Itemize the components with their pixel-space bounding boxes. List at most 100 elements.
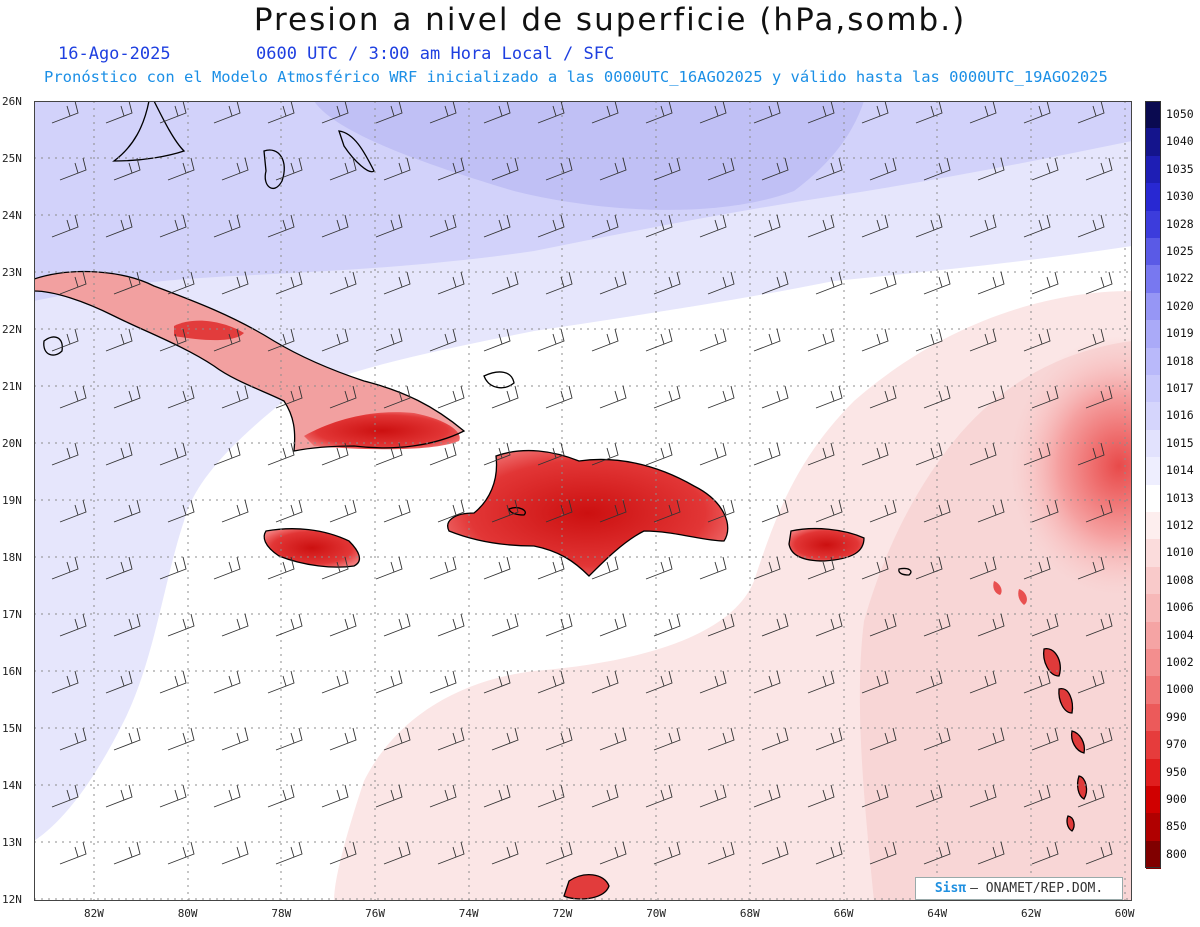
wind-barb bbox=[753, 214, 781, 238]
wind-barb bbox=[545, 499, 573, 523]
wind-barb bbox=[645, 556, 673, 580]
wind-barb bbox=[861, 214, 889, 238]
wind-barb bbox=[915, 670, 943, 694]
lon-label: 72W bbox=[552, 907, 573, 920]
wind-barb bbox=[977, 613, 1005, 637]
wind-barb bbox=[761, 841, 789, 865]
lat-label: 16N bbox=[2, 665, 22, 678]
wind-barb bbox=[491, 613, 519, 637]
wind-barb bbox=[329, 727, 357, 751]
wind-barb bbox=[1031, 499, 1059, 523]
wind-barb bbox=[213, 101, 241, 124]
wind-barb bbox=[537, 784, 565, 808]
lat-label: 19N bbox=[2, 494, 22, 507]
wind-barb bbox=[375, 101, 403, 124]
wind-barb bbox=[1085, 613, 1113, 637]
wind-barb bbox=[861, 784, 889, 808]
wind-barb bbox=[167, 499, 195, 523]
wind-barb bbox=[699, 442, 727, 466]
wind-barb bbox=[591, 214, 619, 238]
wind-barb bbox=[537, 670, 565, 694]
high-pressure-core bbox=[314, 101, 864, 210]
lon-label: 78W bbox=[271, 907, 292, 920]
forecast-time: 0600 UTC / 3:00 am Hora Local / SFC bbox=[256, 44, 615, 64]
wind-barb bbox=[321, 556, 349, 580]
wind-barb bbox=[699, 670, 727, 694]
wind-barb bbox=[753, 442, 781, 466]
wind-barb bbox=[869, 385, 897, 409]
colorbar-label: 970 bbox=[1166, 737, 1187, 752]
colorbar-swatch bbox=[1146, 484, 1161, 513]
wind-barb bbox=[761, 613, 789, 637]
colorbar-swatch bbox=[1146, 210, 1161, 239]
wind-barb bbox=[329, 385, 357, 409]
wind-barb bbox=[59, 727, 87, 751]
wind-barb bbox=[1077, 214, 1105, 238]
lat-label: 25N bbox=[2, 152, 22, 165]
colorbar-swatch bbox=[1146, 101, 1161, 129]
wind-barb bbox=[753, 670, 781, 694]
wind-barb bbox=[375, 670, 403, 694]
wind-barb bbox=[545, 271, 573, 295]
wind-barb bbox=[321, 784, 349, 808]
wind-barb bbox=[807, 328, 835, 352]
lon-label: 60W bbox=[1114, 907, 1135, 920]
wind-barb bbox=[861, 556, 889, 580]
wind-barb bbox=[51, 556, 79, 580]
wind-barb bbox=[1085, 499, 1113, 523]
wind-barb bbox=[429, 442, 457, 466]
wind-barb bbox=[869, 271, 897, 295]
wind-barb bbox=[815, 385, 843, 409]
wind-barb bbox=[59, 613, 87, 637]
colorbar-label: 1000 bbox=[1166, 682, 1194, 697]
wind-barb bbox=[969, 214, 997, 238]
colorbar-label: 990 bbox=[1166, 709, 1187, 724]
colorbar-label: 850 bbox=[1166, 819, 1187, 834]
wind-barb bbox=[923, 841, 951, 865]
wind-barb bbox=[1031, 727, 1059, 751]
wind-barb bbox=[59, 499, 87, 523]
wind-barb bbox=[761, 499, 789, 523]
colorbar-swatch bbox=[1146, 512, 1161, 540]
wind-barb bbox=[429, 670, 457, 694]
wind-barb bbox=[1031, 613, 1059, 637]
wind-barb bbox=[1031, 157, 1059, 181]
wind-barb bbox=[437, 385, 465, 409]
colorbar-label: 950 bbox=[1166, 764, 1187, 779]
lon-label: 68W bbox=[739, 907, 760, 920]
wind-barb bbox=[267, 328, 295, 352]
lat-label: 23N bbox=[2, 266, 22, 279]
wind-barb bbox=[915, 784, 943, 808]
wind-barb bbox=[221, 727, 249, 751]
wind-barb bbox=[815, 841, 843, 865]
wind-barb bbox=[59, 157, 87, 181]
wind-barb bbox=[1023, 328, 1051, 352]
wind-barb bbox=[159, 214, 187, 238]
colorbar-label: 1018 bbox=[1166, 353, 1194, 368]
wind-barb bbox=[599, 841, 627, 865]
wind-barb bbox=[491, 157, 519, 181]
wind-barb bbox=[1085, 271, 1113, 295]
wind-barb bbox=[977, 727, 1005, 751]
colorbar-label: 1028 bbox=[1166, 216, 1194, 231]
wind-barb bbox=[383, 499, 411, 523]
wind-barb bbox=[807, 442, 835, 466]
wind-barb bbox=[753, 328, 781, 352]
wind-barb bbox=[491, 271, 519, 295]
colorbar-swatch bbox=[1146, 731, 1161, 760]
wind-barb bbox=[923, 385, 951, 409]
wind-barb bbox=[591, 328, 619, 352]
wind-barb bbox=[437, 499, 465, 523]
wind-barb bbox=[1023, 784, 1051, 808]
lat-label: 13N bbox=[2, 836, 22, 849]
wind-barb bbox=[275, 613, 303, 637]
wind-barb bbox=[707, 727, 735, 751]
wind-barb bbox=[483, 556, 511, 580]
wind-barb bbox=[915, 328, 943, 352]
colorbar-frame bbox=[1145, 101, 1161, 869]
lat-label: 26N bbox=[2, 95, 22, 108]
wind-barb bbox=[761, 385, 789, 409]
wind-barb bbox=[1077, 556, 1105, 580]
lon-label: 64W bbox=[927, 907, 948, 920]
wind-barb bbox=[653, 613, 681, 637]
